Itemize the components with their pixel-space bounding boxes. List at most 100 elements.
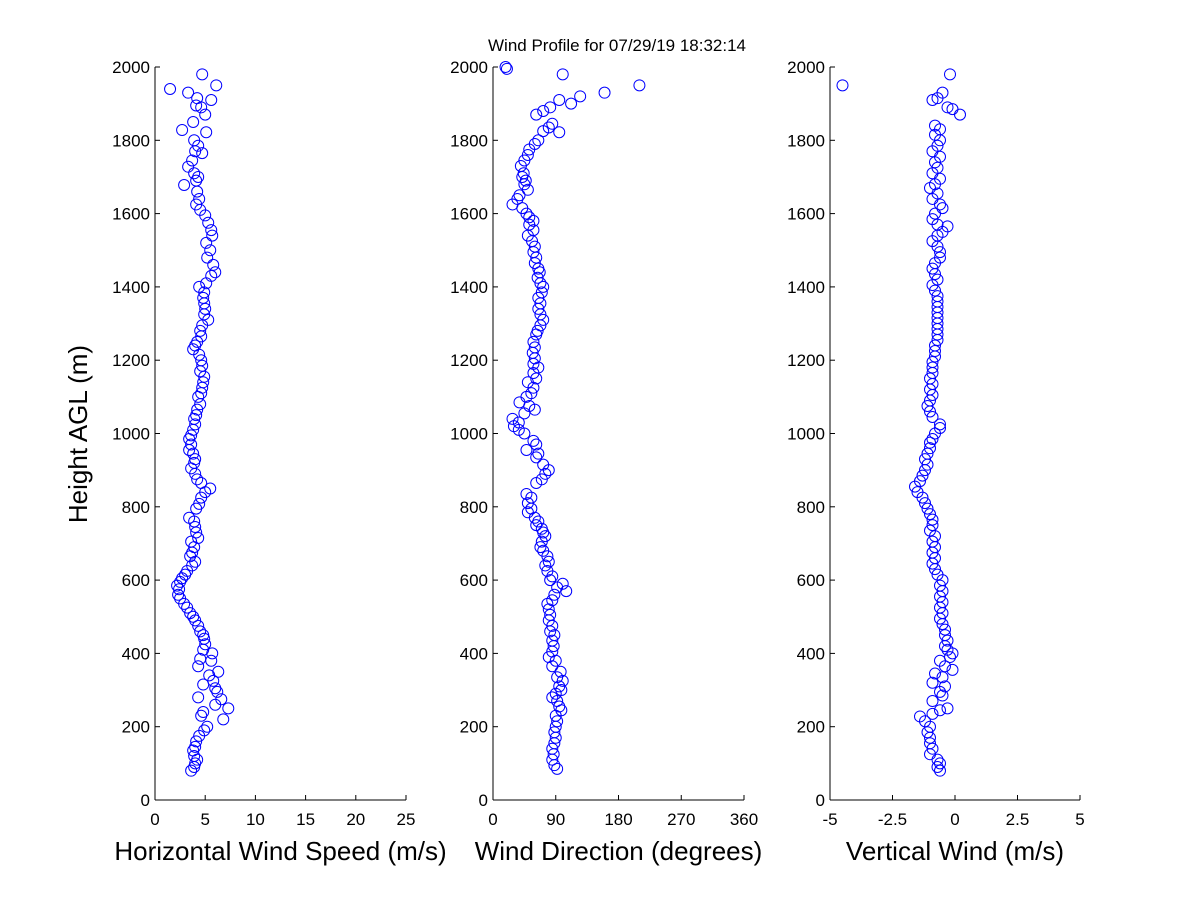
data-point	[548, 759, 561, 772]
data-point	[936, 689, 949, 702]
data-point	[946, 663, 959, 676]
data-point	[553, 126, 566, 139]
y-tick-label: 1000	[450, 425, 488, 444]
x-tick-label: 5	[200, 810, 209, 829]
data-point	[205, 93, 218, 106]
data-point	[924, 731, 936, 744]
data-point	[206, 229, 219, 242]
data-point	[520, 443, 533, 456]
data-point	[944, 68, 956, 81]
data-point	[189, 145, 202, 158]
y-tick-label: 1400	[112, 278, 150, 297]
data-point	[926, 742, 939, 755]
data-point	[530, 451, 543, 464]
data-point	[179, 568, 192, 581]
y-tick-label: 200	[797, 718, 825, 737]
y-tick-label: 2000	[450, 58, 488, 77]
y-tick-label: 1400	[450, 278, 488, 297]
x-tick-label: 15	[296, 810, 315, 829]
data-point	[921, 726, 934, 739]
data-point	[539, 559, 552, 572]
y-tick-label: 1400	[787, 278, 825, 297]
data-point	[542, 464, 555, 477]
data-point	[194, 652, 207, 665]
x-tick-label: 2.5	[1006, 810, 1030, 829]
data-point	[194, 324, 207, 337]
data-point	[188, 761, 201, 774]
data-point	[192, 139, 205, 152]
data-point	[549, 687, 562, 700]
data-point	[506, 412, 519, 425]
data-point	[199, 302, 212, 315]
data-point	[199, 638, 212, 651]
data-point	[206, 647, 219, 660]
data-point	[551, 762, 564, 775]
data-point	[192, 691, 205, 704]
data-point	[929, 268, 941, 281]
data-point	[201, 720, 214, 733]
data-point	[926, 262, 939, 275]
data-point	[185, 764, 198, 777]
data-point	[919, 497, 931, 510]
data-point	[192, 619, 205, 632]
x-tick-label: -2.5	[878, 810, 907, 829]
data-point	[934, 198, 946, 211]
data-point	[929, 667, 941, 680]
y-tick-label: 800	[797, 498, 825, 517]
x-tick-label: 270	[667, 810, 695, 829]
data-point	[926, 676, 939, 689]
data-point	[598, 86, 611, 99]
data-point	[181, 601, 194, 614]
data-point	[516, 170, 529, 183]
panel-1: 0 200 400 600 800 1000 1200 1400 1600 1800 2000 0 5 1…	[112, 58, 447, 866]
data-point	[183, 443, 196, 456]
data-point	[926, 519, 939, 532]
y-tick-label: 2000	[112, 58, 150, 77]
data-point	[507, 420, 520, 433]
data-point	[929, 284, 941, 297]
data-point	[209, 266, 222, 279]
data-point	[532, 302, 545, 315]
data-point	[207, 258, 220, 271]
data-point	[189, 614, 202, 627]
y-axis-label: Height AGL (m)	[63, 345, 93, 523]
data-point	[954, 108, 966, 121]
x-tick-label: 20	[346, 810, 365, 829]
y-tick-label: 1000	[787, 425, 825, 444]
data-point	[553, 93, 566, 106]
data-point	[537, 313, 550, 326]
data-point	[931, 328, 944, 341]
data-point	[527, 434, 540, 447]
data-point	[190, 174, 203, 187]
x-tick-label: -5	[822, 810, 837, 829]
data-point	[174, 575, 187, 588]
data-point	[936, 671, 949, 684]
data-point	[182, 160, 195, 173]
data-point	[530, 476, 543, 489]
y-tick-label: 200	[122, 718, 150, 737]
data-point	[926, 513, 939, 526]
data-point	[916, 491, 929, 504]
x-axis-label: Wind Direction (degrees)	[475, 836, 763, 866]
y-tick-label: 0	[479, 791, 488, 810]
data-point	[194, 398, 207, 411]
data-point	[499, 61, 512, 73]
x-tick-label: 25	[397, 810, 416, 829]
data-point	[565, 97, 578, 110]
data-point	[191, 473, 204, 486]
x-tick-label: 10	[246, 810, 265, 829]
data-point	[192, 390, 205, 403]
x-tick-label: 360	[730, 810, 758, 829]
data-point	[929, 207, 941, 220]
data-point	[195, 709, 208, 722]
y-tick-label: 2000	[787, 58, 825, 77]
x-tick-label: 0	[150, 810, 159, 829]
data-point	[205, 224, 218, 237]
data-point	[929, 345, 941, 358]
data-point	[210, 79, 223, 92]
data-point	[189, 418, 202, 431]
data-point	[939, 660, 951, 673]
data-point	[211, 685, 224, 698]
data-point	[929, 156, 941, 169]
x-tick-label: 0	[488, 810, 497, 829]
